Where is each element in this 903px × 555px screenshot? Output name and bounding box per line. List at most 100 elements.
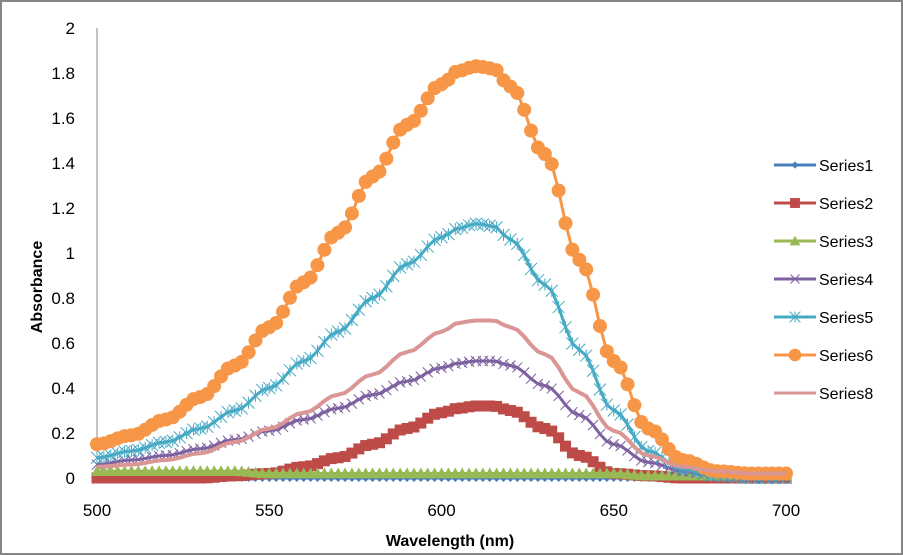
point-marker [373,437,385,449]
point-marker [539,380,551,392]
point-marker [420,91,435,106]
point-marker [360,440,372,452]
point-marker [372,164,387,179]
point-marker [491,356,502,367]
point-marker [360,390,372,402]
point-marker [324,328,338,341]
point-marker [276,304,291,319]
point-marker [511,362,523,373]
point-marker [573,409,585,421]
point-marker [442,405,454,417]
point-marker [318,455,330,467]
point-marker [615,440,626,452]
point-marker [393,261,407,274]
point-marker [443,360,454,372]
point-marker [235,401,249,415]
x-tick-labels: 500 550 600 650 700 [83,501,800,520]
plot-area [90,59,793,485]
point-marker [325,453,337,465]
y-tick-label: 1.8 [51,64,75,83]
point-marker [620,377,635,392]
point-marker [537,147,552,161]
point-marker [505,360,516,371]
point-marker [408,374,420,386]
point-marker [788,348,802,362]
point-marker [621,418,634,431]
point-marker [587,419,599,431]
point-marker [160,472,172,484]
point-marker [339,401,351,413]
point-marker [422,412,434,424]
point-marker [367,389,378,401]
point-marker [586,364,600,378]
point-marker [518,411,530,423]
y-axis-title: Absorbance [29,241,46,334]
point-marker [614,408,627,421]
point-marker [470,400,482,412]
point-marker [524,123,539,138]
legend-label: Series4 [819,272,873,289]
y-tick-label: 1.6 [51,109,75,128]
point-marker [491,400,503,412]
point-marker [353,394,365,405]
point-marker [566,447,578,459]
point-marker [256,383,269,397]
point-marker [387,380,399,392]
point-marker [331,325,345,339]
point-marker [228,404,242,417]
x-tick-label: 600 [427,501,455,520]
point-marker [531,273,545,287]
point-marker [790,274,800,284]
legend-label: Series8 [819,386,873,403]
point-marker [249,389,262,403]
point-marker [201,472,213,484]
point-marker [138,441,152,455]
point-marker [629,450,640,462]
point-marker [262,381,276,395]
point-marker [346,447,358,459]
point-marker [91,472,103,484]
point-marker [303,270,318,285]
point-marker [559,320,572,334]
point-marker [310,258,325,273]
point-marker [132,472,144,484]
y-tick-label: 1.4 [51,154,75,173]
point-marker [599,344,614,359]
legend-item: Series1 [774,158,873,175]
point-marker [380,433,392,445]
legend-label: Series5 [819,310,873,327]
point-marker [98,472,110,484]
point-marker [635,455,647,466]
point-marker [539,423,551,434]
point-marker [173,430,187,444]
point-marker [145,438,159,452]
point-marker [269,315,284,330]
point-marker [194,472,206,484]
point-marker [381,384,392,396]
point-marker [456,402,468,414]
point-marker [654,432,669,447]
legend-item: Series2 [774,196,873,213]
y-tick-label: 0.2 [51,424,75,443]
series-series8 [96,318,786,476]
point-marker [187,472,199,484]
point-marker [422,367,434,378]
point-marker [572,252,587,267]
y-tick-label: 1 [66,244,75,263]
point-marker [622,445,633,456]
point-marker [207,415,221,429]
point-marker [484,400,496,412]
point-marker [338,322,352,335]
point-marker [449,403,461,415]
point-marker [510,85,525,100]
point-marker [215,471,227,483]
point-marker [627,398,642,413]
y-tick-label: 1.2 [51,199,75,218]
x-axis-title: Wavelength (nm) [386,533,514,550]
point-marker [291,461,303,473]
point-marker [351,188,366,203]
y-tick-label: 0 [66,469,75,488]
point-marker [276,372,290,386]
point-marker [789,235,801,246]
